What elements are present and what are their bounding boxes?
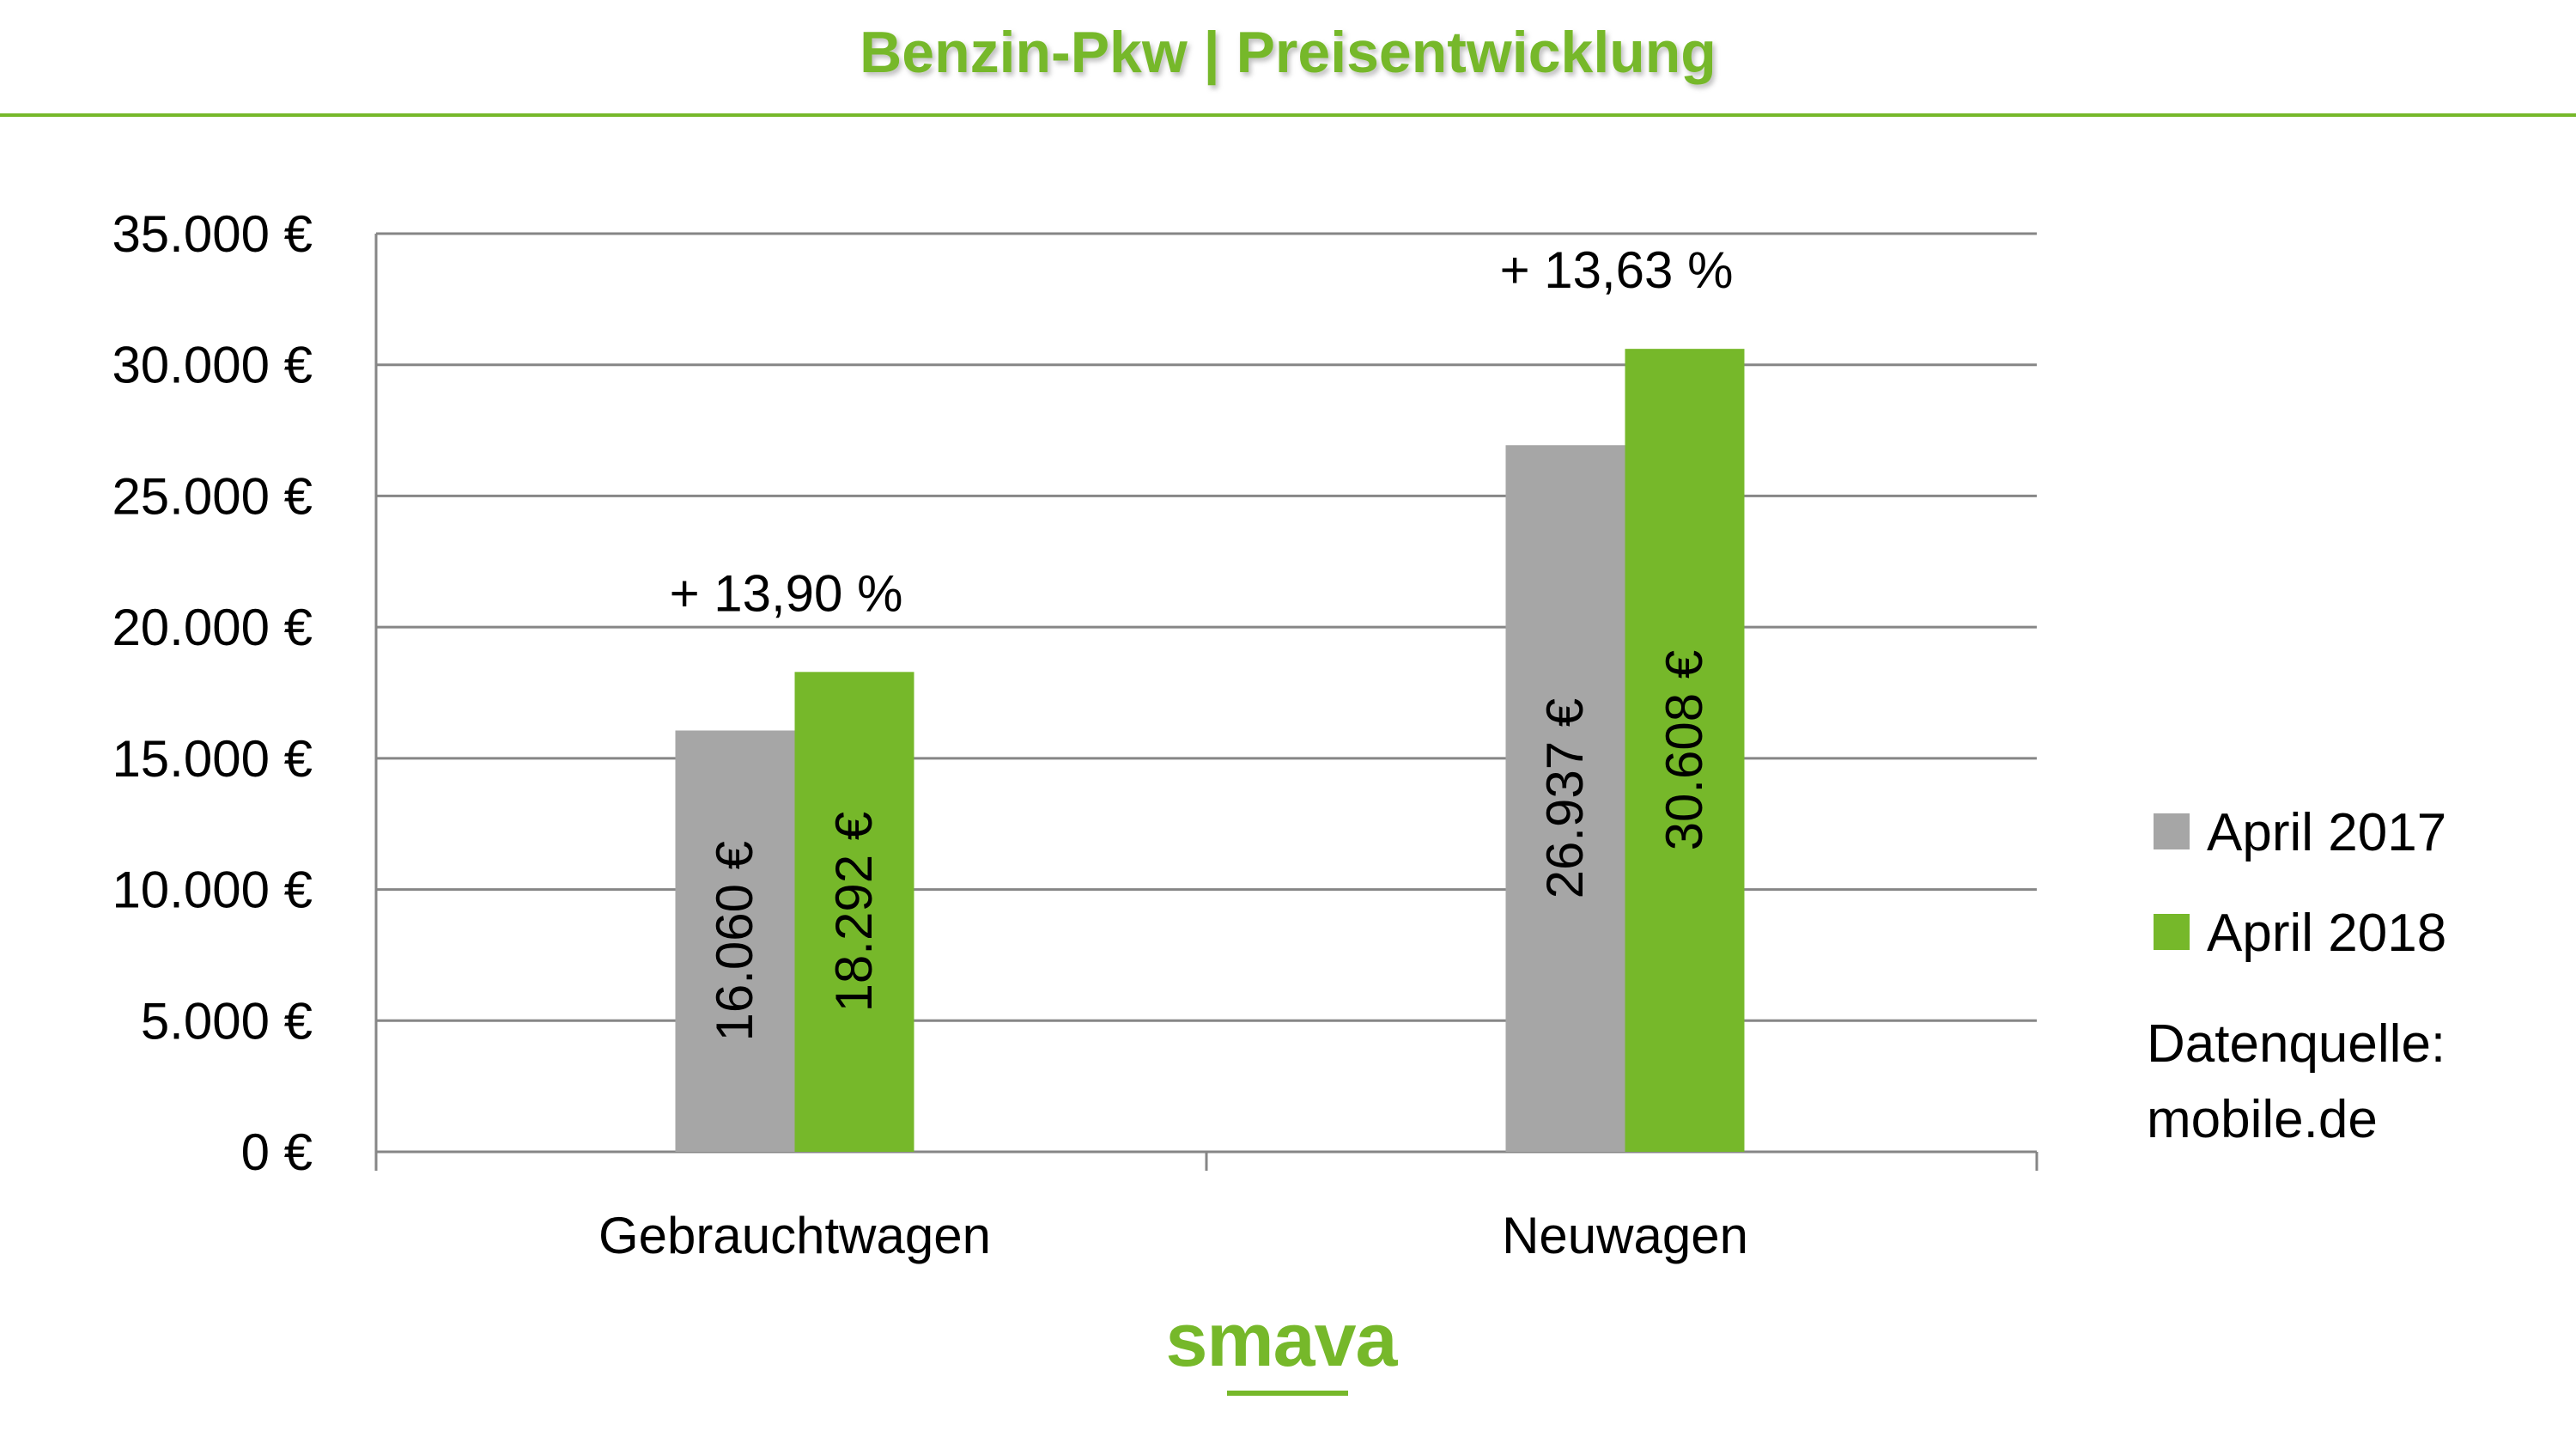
- bar-1-0: [1505, 445, 1625, 1152]
- y-tick-label: 5.000 €: [141, 992, 313, 1050]
- change-annotation: + 13,90 %: [670, 564, 903, 622]
- data-label: 18.292 €: [825, 812, 883, 1013]
- y-tick-label: 20.000 €: [112, 599, 313, 656]
- source-label: Datenquelle:: [2147, 1014, 2445, 1074]
- chart-title: Benzin-Pkw | Preisentwicklung: [860, 20, 1716, 86]
- labels-layer: Gebrauchtwagen 16.060 € 18.292 € + 13,90 % N…: [598, 241, 1748, 1264]
- category-label: Gebrauchtwagen: [598, 1207, 991, 1264]
- data-label: 30.608 €: [1656, 650, 1713, 851]
- legend-swatch-2018: [2154, 914, 2190, 950]
- data-label: 26.937 €: [1536, 698, 1594, 899]
- legend: April 2017 April 2018 Datenquelle: mobil…: [2147, 803, 2446, 1149]
- source-value: mobile.de: [2147, 1090, 2378, 1149]
- bar-1-1: [1625, 349, 1745, 1152]
- y-tick-label: 15.000 €: [112, 730, 313, 788]
- data-label: 16.060 €: [706, 841, 763, 1042]
- logo-underline: [1227, 1391, 1348, 1396]
- category-label: Neuwagen: [1502, 1207, 1748, 1264]
- smava-logo: smava: [1165, 1297, 1398, 1382]
- legend-label-2017: April 2017: [2207, 803, 2446, 862]
- legend-label-2018: April 2018: [2207, 904, 2446, 963]
- grid-layer: 0 € 5.000 € 10.000 € 15.000 € 20.000 € 25.000…: [112, 205, 2038, 1181]
- bar-0-1: [794, 672, 914, 1152]
- y-tick-label: 25.000 €: [112, 467, 313, 525]
- legend-swatch-2017: [2154, 813, 2190, 849]
- title-divider: [0, 113, 2576, 117]
- y-tick-label: 10.000 €: [112, 861, 313, 919]
- bars-layer: [675, 349, 1745, 1152]
- y-tick-label: 30.000 €: [112, 337, 313, 394]
- y-tick-label: 0 €: [241, 1123, 313, 1181]
- bar-0-0: [675, 730, 795, 1152]
- y-tick-label: 35.000 €: [112, 205, 313, 263]
- change-annotation: + 13,63 %: [1500, 241, 1734, 299]
